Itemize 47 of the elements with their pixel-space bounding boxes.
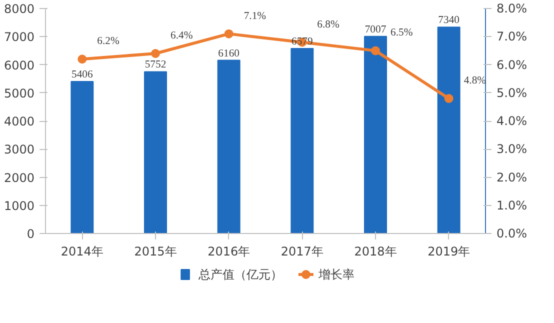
point [151, 49, 160, 58]
data-label: 6.2% [97, 36, 120, 48]
y2-tick-label: 2.0% [496, 170, 527, 184]
y2-tick-label: 8.0% [496, 2, 527, 16]
bar [437, 26, 460, 234]
y-tick-label: 3000 [4, 142, 35, 157]
y-tick-label: 0 [26, 227, 35, 241]
x-tick-label: 2015年 [134, 244, 177, 258]
point [444, 94, 454, 103]
y2-tick-label: 3.0% [496, 142, 527, 156]
bar [217, 60, 240, 234]
data-label: 7340 [438, 15, 460, 26]
data-label: 5406 [72, 69, 94, 80]
data-label: 6.4% [170, 30, 193, 42]
y-tick-label: 2000 [4, 170, 35, 185]
x-tick-label: 2018年 [354, 244, 397, 258]
y-tick-label: 8000 [4, 2, 35, 16]
y-tick-label: 1000 [4, 198, 35, 213]
bar [70, 80, 94, 234]
bar [144, 71, 167, 234]
x-tick-label: 2019年 [428, 244, 470, 258]
y-tick-label: 7000 [4, 30, 35, 44]
y2-tick-label: 4.0% [496, 114, 527, 128]
x-tick-label: 2017年 [280, 244, 324, 258]
point [371, 46, 380, 56]
y2-tick-label: 6.0% [496, 58, 527, 72]
legend-label: 增长率 [317, 268, 354, 282]
y-tick-label: 5000 [4, 86, 35, 100]
legend-label: 总产值（亿元） [198, 268, 283, 282]
data-label: 6160 [218, 48, 240, 60]
bar [290, 48, 314, 234]
data-label: 6.5% [390, 28, 413, 39]
data-label: 7007 [364, 24, 387, 36]
bar [364, 36, 387, 234]
y-tick-label: 4000 [4, 114, 35, 128]
y2-tick-label: 7.0% [496, 30, 527, 44]
y2-tick-label: 5.0% [496, 86, 527, 100]
y-tick-label: 6000 [4, 58, 35, 72]
x-tick-label: 2014年 [60, 244, 104, 258]
y2-tick-label: 0.0% [496, 226, 527, 240]
x-tick-label: 2016年 [208, 244, 250, 258]
point [224, 29, 234, 38]
data-label: 6.8% [317, 19, 340, 30]
data-label: 7.1% [244, 10, 266, 22]
data-label: 5752 [144, 60, 166, 71]
point [78, 54, 87, 64]
y2-tick-label: 1.0% [496, 198, 527, 212]
